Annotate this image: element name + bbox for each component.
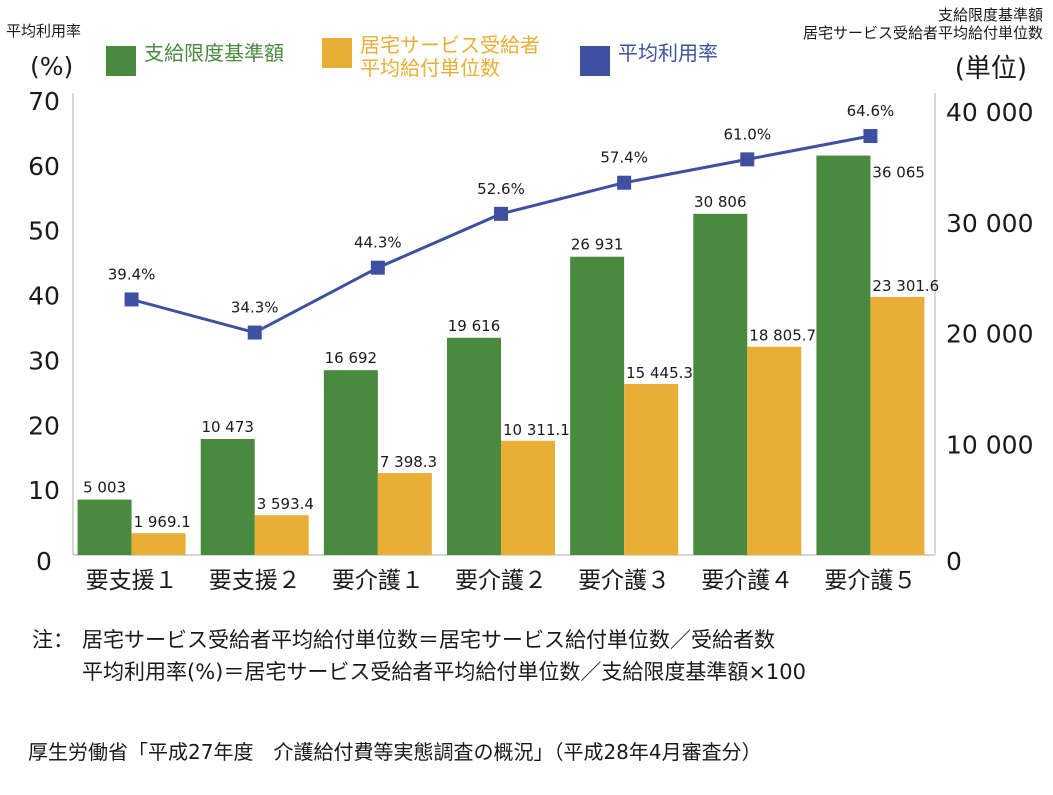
- left-axis-tick-label: 10: [28, 476, 60, 505]
- right-axis-tick-label: 40 000: [946, 98, 1033, 127]
- data-label-usage-rate: 57.4%: [600, 149, 648, 167]
- x-axis-category-label: 要介護５: [824, 568, 916, 594]
- data-label-average-units: 15 445.3: [626, 364, 693, 382]
- left-axis-tick-label: 70: [28, 87, 60, 116]
- bar-limit: [200, 439, 255, 555]
- bar-limit: [570, 256, 625, 555]
- legend-item-usage-rate: 平均利用率: [580, 42, 718, 76]
- legend-swatch-limit: [106, 46, 136, 76]
- bar-limit: [693, 213, 748, 555]
- data-label-limit: 16 692: [325, 349, 378, 367]
- left-axis-tick-label: 50: [28, 217, 60, 246]
- right-axis-title-line1: 支給限度基準額: [937, 6, 1043, 24]
- chart-plot: 0 10 20 30 40 50 60 70 0 10 000 20 000 30 000 40 000…: [28, 87, 1033, 594]
- data-label-limit: 30 806: [694, 193, 747, 211]
- point-usage-rate: [124, 292, 139, 307]
- x-axis-category-label: 要支援１: [86, 568, 178, 594]
- data-label-usage-rate: 64.6%: [847, 102, 895, 120]
- point-usage-rate: [740, 152, 755, 167]
- legend-swatch-average-units: [322, 38, 352, 68]
- data-label-average-units: 10 311.1: [503, 421, 570, 439]
- left-axis-tick-label: 30: [28, 346, 60, 375]
- left-axis-tick-label: 0: [36, 547, 52, 576]
- bar-average-units: [624, 383, 679, 555]
- right-axis-tick-label: 0: [946, 547, 962, 576]
- x-axis-category-label: 要介護４: [701, 568, 793, 594]
- data-label-limit: 36 065: [872, 164, 925, 182]
- data-label-average-units: 7 398.3: [380, 453, 437, 471]
- right-axis-tick-label: 20 000: [946, 320, 1033, 349]
- data-label-limit: 19 616: [448, 317, 501, 335]
- data-label-limit: 26 931: [571, 236, 624, 254]
- note-prefix: 注：: [32, 628, 74, 652]
- left-axis-unit: (%): [30, 52, 74, 81]
- point-usage-rate: [370, 260, 385, 275]
- data-label-usage-rate: 39.4%: [108, 265, 156, 283]
- data-label-usage-rate: 52.6%: [477, 180, 525, 198]
- right-axis-tick-label: 30 000: [946, 209, 1033, 238]
- note-line-1: 居宅サービス受給者平均給付単位数＝居宅サービス給付単位数／受給者数: [82, 628, 775, 652]
- legend-swatch-usage-rate: [580, 46, 610, 76]
- right-axis-title-line2: 居宅サービス受給者平均給付単位数: [802, 24, 1043, 42]
- point-usage-rate: [247, 325, 262, 340]
- point-usage-rate: [863, 129, 878, 144]
- bar-limit: [323, 370, 378, 555]
- bar-average-units: [254, 515, 309, 555]
- source-citation: 厚生労働省「平成27年度 介護給付費等実態調査の概況」（平成28年4月審査分）: [28, 740, 762, 764]
- bar-average-units: [131, 533, 186, 555]
- bar-limit: [816, 155, 871, 555]
- x-axis-category-label: 要支援２: [209, 568, 301, 594]
- x-axis-category-label: 要介護１: [332, 568, 424, 594]
- legend-label-limit: 支給限度基準額: [144, 41, 284, 65]
- bar-average-units: [747, 346, 802, 555]
- note-line-2: 平均利用率(%)＝居宅サービス受給者平均給付単位数／支給限度基準額×100: [82, 660, 807, 684]
- data-label-average-units: 23 301.6: [872, 277, 939, 295]
- data-label-average-units: 3 593.4: [257, 495, 314, 513]
- legend-item-average-units: 居宅サービス受給者 平均給付単位数: [322, 34, 540, 80]
- legend-label-usage-rate: 平均利用率: [618, 41, 718, 65]
- point-usage-rate: [617, 175, 632, 190]
- data-label-average-units: 1 969.1: [134, 513, 191, 531]
- data-label-average-units: 18 805.7: [749, 327, 816, 345]
- legend-label-average-units: 居宅サービス受給者 平均給付単位数: [360, 33, 540, 80]
- right-axis-tick-label: 10 000: [946, 430, 1033, 459]
- bar-limit: [77, 499, 132, 555]
- bar-limit: [447, 337, 501, 555]
- data-label-usage-rate: 44.3%: [354, 234, 402, 252]
- bar-average-units: [870, 296, 925, 555]
- legend-item-limit: 支給限度基準額: [106, 42, 284, 76]
- left-axis-title: 平均利用率: [6, 22, 82, 40]
- left-axis-tick-label: 20: [28, 411, 60, 440]
- data-label-usage-rate: 61.0%: [723, 125, 771, 143]
- left-axis-tick-label: 40: [28, 282, 60, 311]
- data-label-usage-rate: 34.3%: [231, 299, 279, 317]
- data-label-limit: 5 003: [83, 479, 126, 497]
- bar-average-units: [501, 440, 555, 555]
- point-usage-rate: [494, 206, 508, 221]
- left-axis-tick-label: 60: [28, 152, 60, 181]
- data-label-limit: 10 473: [201, 418, 254, 436]
- x-axis-category-label: 要介護３: [578, 568, 670, 594]
- x-axis-category-label: 要介護２: [455, 568, 547, 594]
- right-axis-unit: (単位): [954, 54, 1027, 84]
- bar-average-units: [377, 473, 432, 555]
